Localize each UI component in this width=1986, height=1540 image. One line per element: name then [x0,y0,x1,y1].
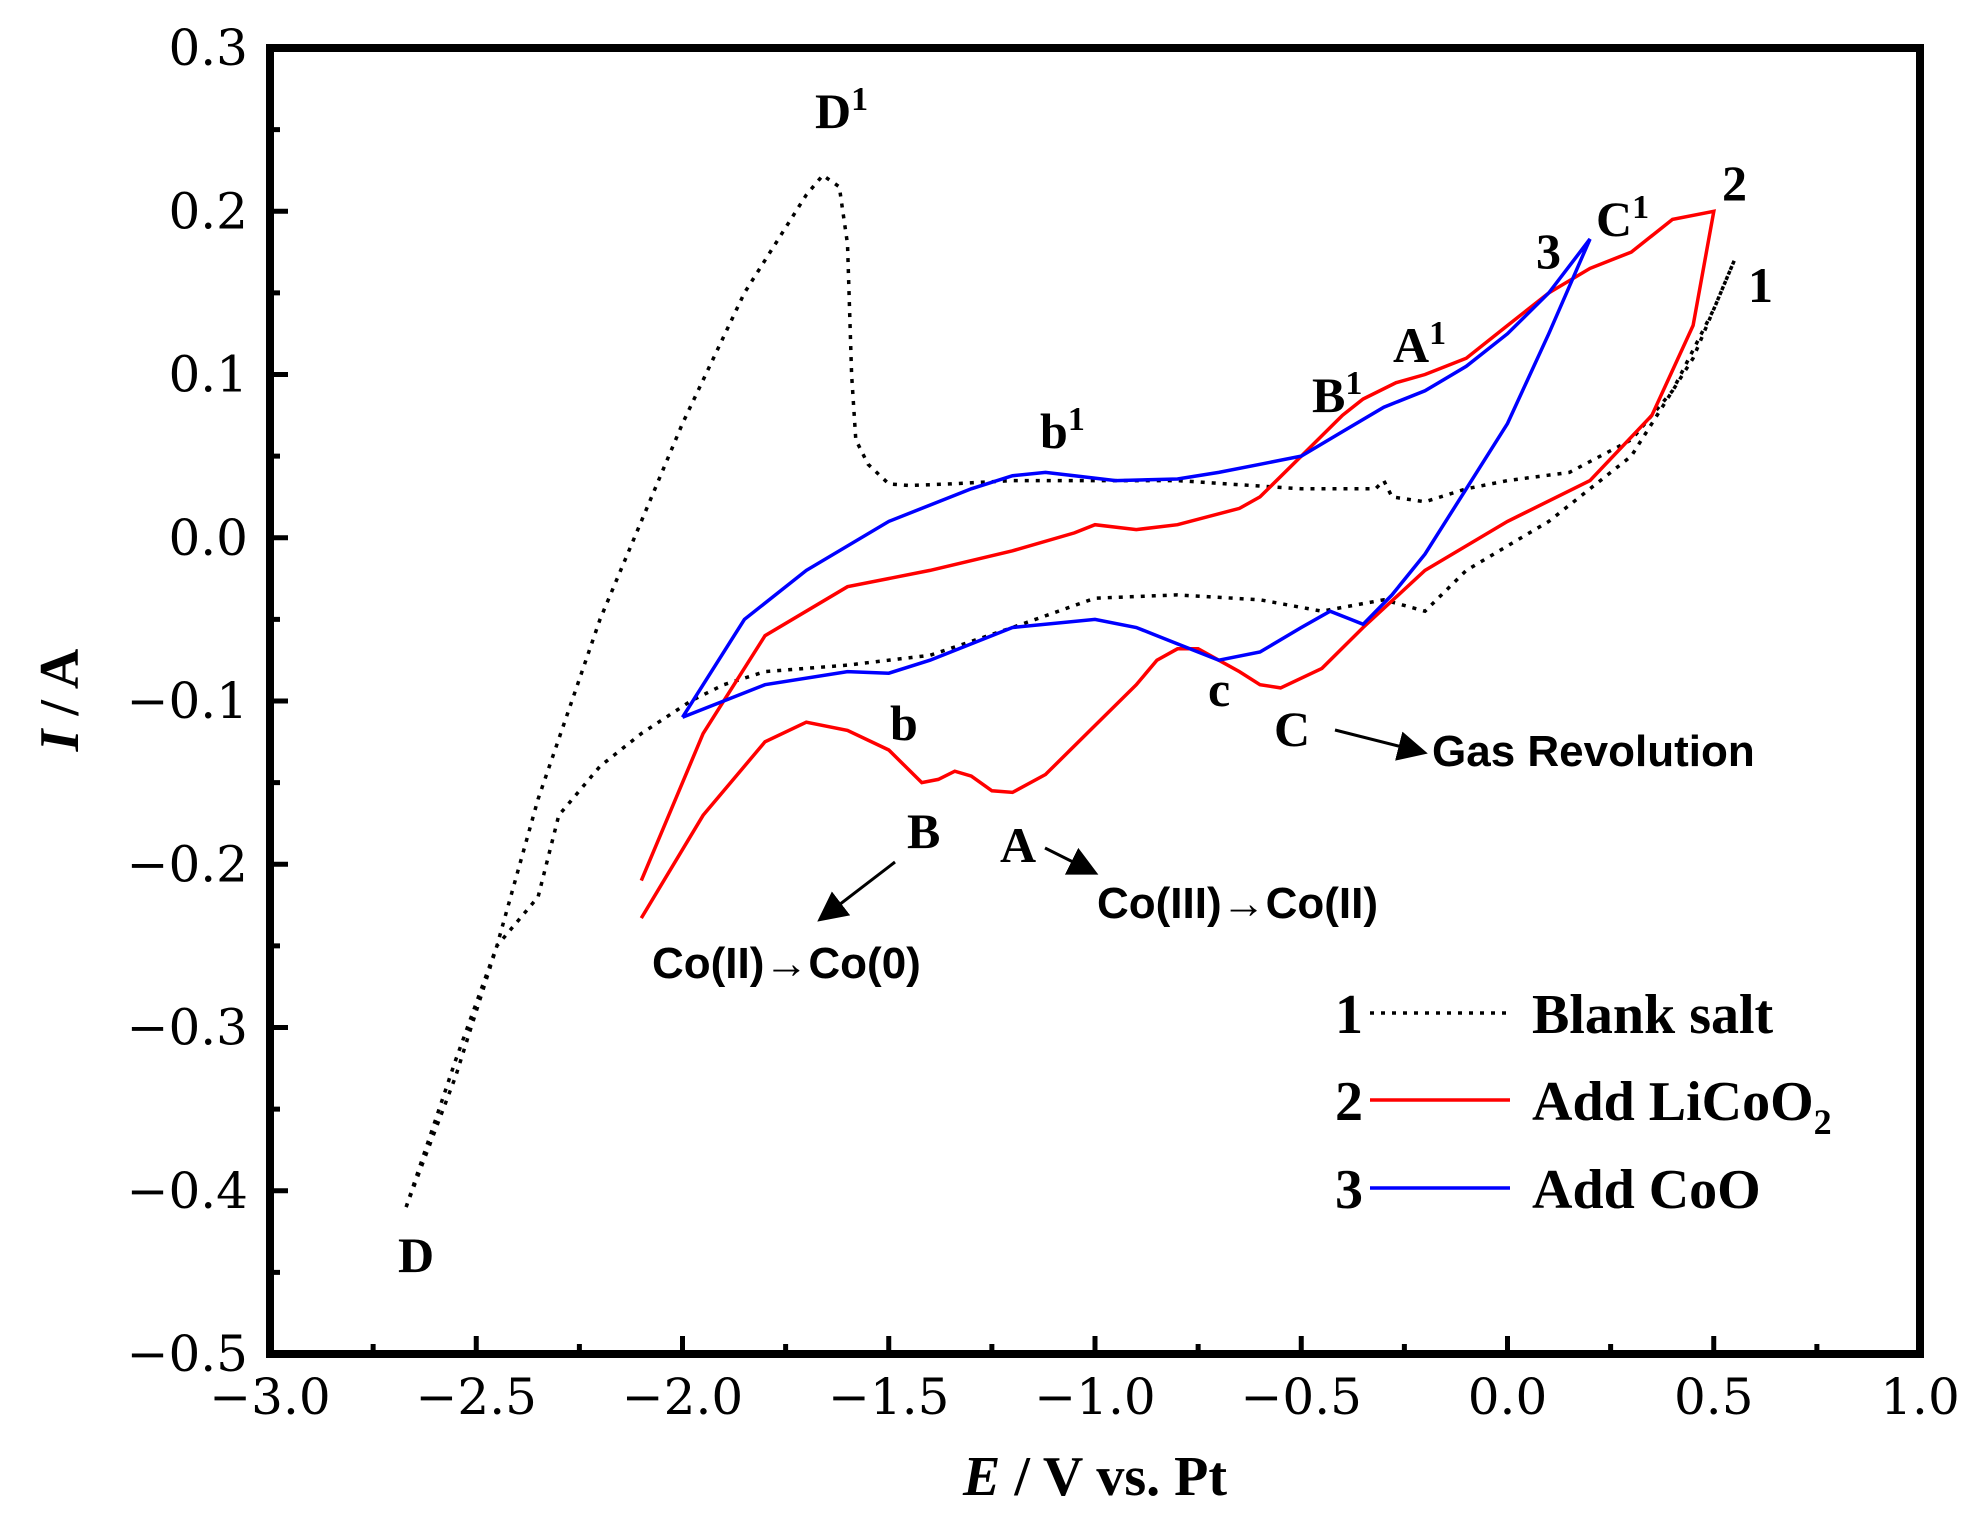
series-line-coo [681,237,1592,719]
annotation-curve-3: 3 [1536,223,1561,279]
annotation-C: C [1274,701,1310,757]
x-axis-title-italic: E [962,1446,1000,1508]
y-tick-label: 0.3 [168,19,248,77]
x-tick-label: 1.0 [1880,1368,1960,1426]
arrow-gas-revolution [1334,728,1428,761]
y-axis-title-italic: I [29,727,91,752]
legend-num-3: 3 [1335,1159,1363,1221]
legend-num-2: 2 [1335,1071,1363,1133]
x-tick-label: 0.0 [1468,1368,1548,1426]
annotation-A1: A1 [1393,315,1446,373]
annotation-curve-1: 1 [1748,257,1773,313]
annotation-C1-sup: 1 [1632,189,1649,226]
y-tick-label: −0.3 [127,999,248,1057]
x-tick-label: −1.5 [828,1368,949,1426]
annotation-A1-letter: A [1393,317,1429,373]
series-line-licoo2 [639,209,1716,920]
legend-label-licoo2-sub: 2 [1814,1102,1832,1142]
annotation-D1-letter: D [815,83,851,139]
annotation-B1-sup: 1 [1345,365,1362,402]
x-axis-title: E / V vs. Pt [962,1446,1227,1508]
y-axis-title-rest: / A [29,648,91,729]
annotation-b1-sup: 1 [1068,401,1085,438]
legend-label-coo: Add CoO [1532,1159,1761,1221]
annotation-A: A [1000,817,1036,873]
series-line-blank-salt [404,172,1737,1208]
annotation-D1: D1 [815,81,868,139]
annotation-b1-letter: b [1040,403,1068,459]
annotation-B: B [907,803,940,859]
annotation-B1: B1 [1312,365,1362,423]
legend-label-licoo2: Add LiCoO2 [1532,1071,1832,1142]
annotation-gas-revolution: Gas Revolution [1432,727,1755,776]
legend-label-licoo2-main: Add LiCoO [1532,1071,1814,1133]
x-tick-label: −2.5 [416,1368,537,1426]
annotation-C1-letter: C [1596,191,1632,247]
axis-tick-labels: −3.0 −2.5 −2.0 −1.5 −1.0 −0.5 0.0 0.5 1.0 −0.5 −0.… [127,19,1960,1426]
arrow-co-ii-0 [817,860,896,922]
x-tick-label: 0.5 [1674,1368,1754,1426]
axis-ticks [267,45,1923,1357]
annotation-B1-letter: B [1312,367,1345,423]
y-tick-label: −0.4 [127,1162,248,1220]
annotation-c: c [1208,661,1230,717]
y-tick-label: 0.0 [168,509,248,567]
y-tick-label: −0.1 [127,672,248,730]
y-axis-title: I / A [29,648,91,752]
x-tick-label: −0.5 [1241,1368,1362,1426]
annotation-A1-sup: 1 [1429,315,1446,352]
x-tick-label: −1.0 [1034,1368,1155,1426]
annotation-C1: C1 [1596,189,1649,247]
y-tick-label: −0.5 [127,1325,248,1383]
y-tick-label: 0.1 [168,346,248,404]
legend: 1 Blank salt 2 Add LiCoO2 3 Add CoO [1335,984,1832,1221]
y-tick-label: 0.2 [168,182,248,240]
annotation-D: D [398,1227,434,1283]
annotation-co-ii-0: Co(II)→Co(0) [652,939,921,988]
legend-label-blank-salt: Blank salt [1532,984,1774,1046]
annotation-curve-2: 2 [1722,155,1747,211]
arrow-co-iii-ii [1044,846,1099,875]
y-tick-label: −0.2 [127,835,248,893]
annotation-b1: b1 [1040,401,1085,459]
annotation-co-iii-ii: Co(III)→Co(II) [1097,879,1378,928]
annotation-b: b [890,695,918,751]
x-axis-title-rest: / V vs. Pt [1000,1446,1227,1508]
x-tick-label: −3.0 [209,1368,330,1426]
legend-num-1: 1 [1335,984,1363,1046]
annotation-D1-sup: 1 [851,81,868,118]
x-tick-label: −2.0 [622,1368,743,1426]
